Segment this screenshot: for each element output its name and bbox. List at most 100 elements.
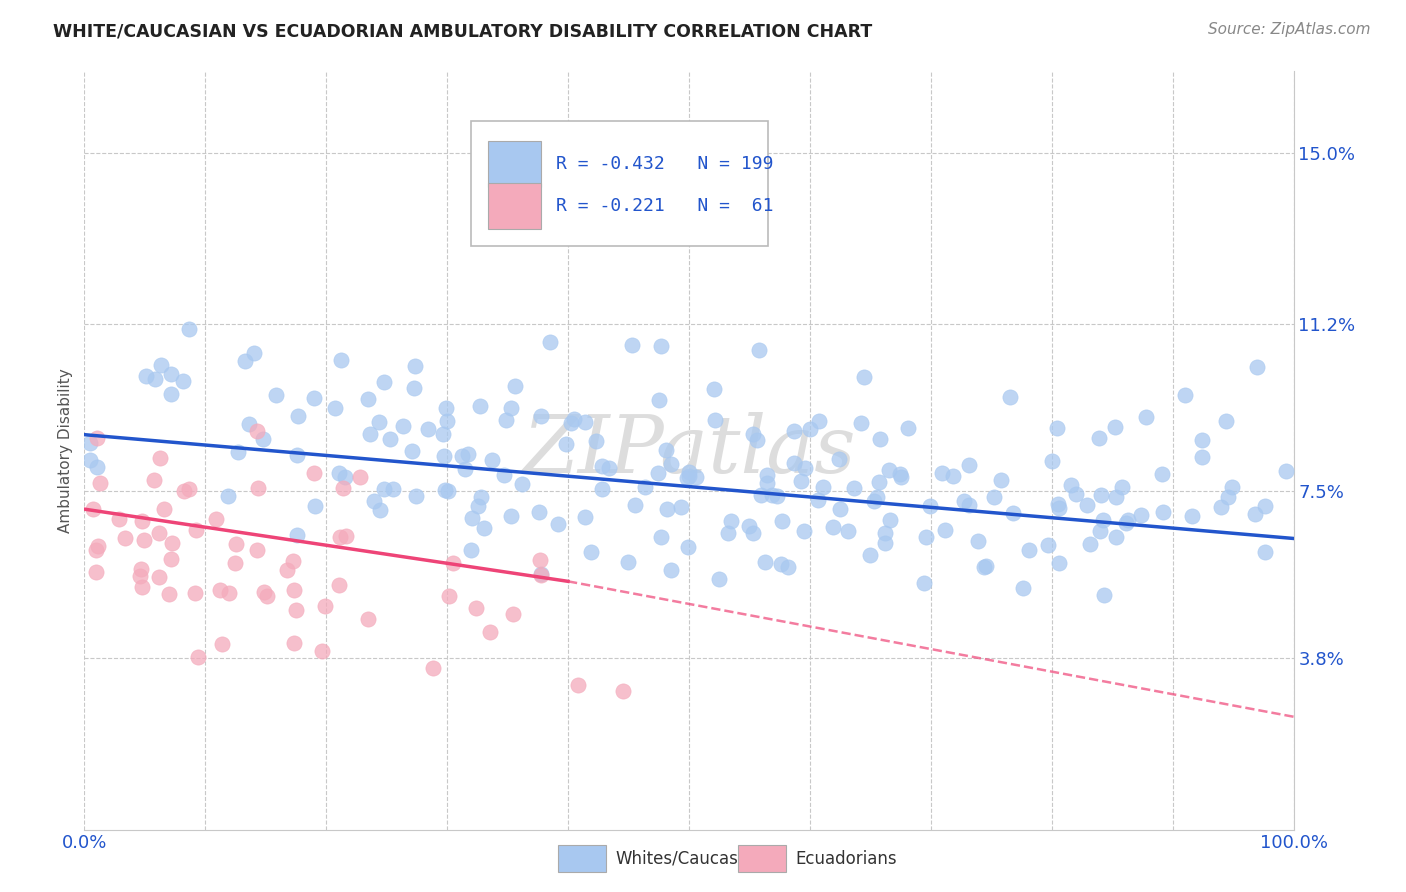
Point <box>432 426 454 441</box>
Point <box>1047 500 1070 515</box>
Point <box>703 382 725 396</box>
Y-axis label: Ambulatory Disability: Ambulatory Disability <box>58 368 73 533</box>
Point <box>650 530 672 544</box>
Point <box>359 426 381 441</box>
Point <box>866 490 889 504</box>
Point <box>591 482 613 496</box>
Point <box>173 483 195 498</box>
Point <box>179 482 201 496</box>
Point <box>243 345 266 359</box>
Point <box>676 541 699 555</box>
Point <box>650 338 672 352</box>
Point <box>87 539 110 553</box>
Point <box>808 414 831 428</box>
Point <box>1243 507 1265 521</box>
Point <box>769 557 792 571</box>
Point <box>1254 544 1277 558</box>
Point <box>828 452 851 467</box>
Point <box>416 422 439 436</box>
Point <box>1064 487 1087 501</box>
Point <box>761 487 783 501</box>
Point <box>1111 480 1133 494</box>
Point <box>685 470 707 484</box>
Point <box>1088 431 1111 445</box>
Point <box>624 499 647 513</box>
Point <box>983 491 1005 505</box>
Point <box>770 514 793 528</box>
Point <box>920 499 942 513</box>
Point <box>647 466 669 480</box>
Point <box>863 494 886 508</box>
Point <box>745 433 768 447</box>
Point <box>678 469 700 483</box>
Point <box>246 481 269 495</box>
Point <box>79 453 101 467</box>
Point <box>914 530 936 544</box>
Point <box>332 481 354 495</box>
Point <box>184 586 207 600</box>
Point <box>574 510 596 524</box>
Point <box>1080 537 1102 551</box>
Point <box>79 435 101 450</box>
Point <box>367 415 389 429</box>
Point <box>283 583 305 598</box>
Point <box>217 490 239 504</box>
Point <box>844 481 866 495</box>
Point <box>131 514 153 528</box>
Point <box>160 386 183 401</box>
Point <box>433 449 456 463</box>
Point <box>813 480 835 494</box>
Point <box>873 526 896 541</box>
Point <box>720 515 742 529</box>
Point <box>149 359 172 373</box>
Point <box>159 368 181 382</box>
Point <box>717 526 740 541</box>
Point <box>766 489 789 503</box>
Point <box>441 556 464 570</box>
Point <box>931 466 953 480</box>
Point <box>1152 467 1174 481</box>
Point <box>990 473 1012 487</box>
Point <box>1047 497 1070 511</box>
Point <box>879 463 901 477</box>
Point <box>184 523 207 537</box>
Point <box>246 424 269 438</box>
Point <box>581 545 603 559</box>
FancyBboxPatch shape <box>488 141 541 187</box>
Point <box>315 599 337 614</box>
Point <box>538 334 561 349</box>
Point <box>754 555 776 569</box>
Point <box>934 523 956 537</box>
Point <box>129 562 152 576</box>
Point <box>1088 524 1111 538</box>
Point <box>378 432 401 446</box>
Point <box>897 421 920 435</box>
Point <box>707 572 730 586</box>
Point <box>481 452 503 467</box>
Point <box>849 416 872 430</box>
Point <box>148 525 170 540</box>
Point <box>436 401 458 415</box>
Point <box>160 536 183 550</box>
Point <box>1216 490 1239 504</box>
Point <box>373 482 395 496</box>
Point <box>205 512 228 526</box>
Point <box>738 518 761 533</box>
Point <box>503 379 526 393</box>
Point <box>783 424 806 438</box>
Point <box>1130 508 1153 523</box>
Point <box>790 474 813 488</box>
Point <box>659 458 682 472</box>
FancyBboxPatch shape <box>488 183 541 229</box>
Point <box>1105 490 1128 504</box>
Point <box>461 511 484 525</box>
Point <box>1115 516 1137 530</box>
Point <box>276 563 298 577</box>
Text: WHITE/CAUCASIAN VS ECUADORIAN AMBULATORY DISABILITY CORRELATION CHART: WHITE/CAUCASIAN VS ECUADORIAN AMBULATORY… <box>53 22 873 40</box>
Point <box>585 434 607 448</box>
Point <box>131 581 153 595</box>
Point <box>454 462 477 476</box>
Point <box>821 520 844 534</box>
Point <box>529 505 551 519</box>
Point <box>501 401 523 415</box>
